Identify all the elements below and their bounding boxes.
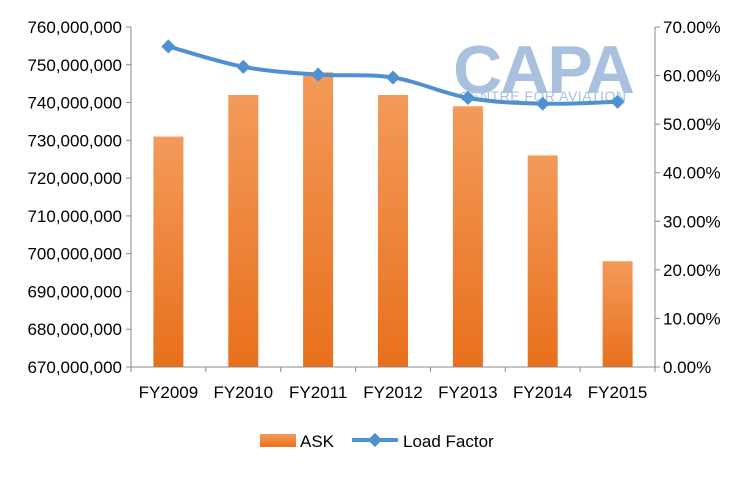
left-tick-label: 700,000,000 — [27, 245, 122, 264]
right-tick-label: 30.00% — [663, 212, 721, 231]
x-axis-ticks: FY2009 FY2010 FY2011 FY2012 FY2013 FY2014 FY20… — [130, 367, 656, 402]
x-tick-label-fy2009: FY2009 — [139, 383, 199, 402]
load-factor-point-fy2014 — [535, 96, 550, 111]
left-tick-label: 680,000,000 — [27, 320, 122, 339]
left-tick-label: 750,000,000 — [27, 56, 122, 75]
x-tick-label-fy2013: FY2013 — [438, 383, 498, 402]
load-factor-point-fy2010 — [236, 59, 251, 74]
ask-bar-fy2013 — [452, 106, 483, 368]
load-factor-point-fy2009 — [161, 39, 176, 54]
ask-bar-fy2012 — [378, 95, 408, 367]
axes — [130, 27, 656, 368]
left-tick-label: 760,000,000 — [27, 18, 122, 37]
legend-load-factor-label: Load Factor — [403, 432, 494, 451]
left-tick-label: 730,000,000 — [27, 131, 122, 150]
ask-bar-fy2010 — [228, 95, 259, 367]
right-tick-label: 70.00% — [663, 18, 721, 37]
load-factor-point-fy2015 — [610, 94, 625, 109]
right-tick-label: 40.00% — [663, 164, 721, 183]
x-tick-label-fy2015: FY2015 — [588, 383, 648, 402]
ask-bar-fy2015 — [602, 261, 633, 367]
ask-bar-fy2009 — [153, 136, 184, 367]
left-tick-label: 690,000,000 — [27, 282, 122, 301]
load-factor-point-fy2012 — [385, 70, 401, 85]
ask-bars — [153, 72, 633, 368]
x-tick-label-fy2012: FY2012 — [363, 383, 423, 402]
logo-main-text: CAPA — [453, 32, 634, 108]
right-tick-label: 50.00% — [663, 115, 721, 134]
right-tick-label: 20.00% — [663, 261, 721, 280]
capa-logo: CAPA CENTRE FOR AVIATION — [453, 32, 636, 108]
x-tick-label-fy2010: FY2010 — [214, 383, 274, 402]
legend-ask-swatch — [260, 434, 296, 447]
load-factor-series — [161, 39, 625, 111]
left-tick-label: 710,000,000 — [27, 207, 122, 226]
left-tick-label: 670,000,000 — [27, 358, 122, 377]
ask-bar-fy2011 — [303, 72, 334, 368]
legend: ASK Load Factor — [260, 432, 494, 451]
ask-bar-fy2014 — [527, 155, 558, 367]
right-tick-label: 0.00% — [663, 358, 711, 377]
right-tick-label: 10.00% — [663, 309, 721, 328]
left-tick-label: 720,000,000 — [27, 169, 122, 188]
right-axis-ticks: 0.00% 10.00% 20.00% 30.00% 40.00% 50.00% 60.00… — [655, 18, 721, 377]
left-tick-label: 740,000,000 — [27, 94, 122, 113]
right-tick-label: 60.00% — [663, 67, 721, 86]
x-tick-label-fy2011: FY2011 — [289, 383, 347, 402]
x-tick-label-fy2014: FY2014 — [513, 383, 573, 402]
legend-load-factor-marker — [367, 432, 383, 448]
legend-ask-label: ASK — [300, 432, 335, 451]
left-axis-ticks: 670,000,000 680,000,000 690,000,000 700,000… — [27, 18, 131, 377]
